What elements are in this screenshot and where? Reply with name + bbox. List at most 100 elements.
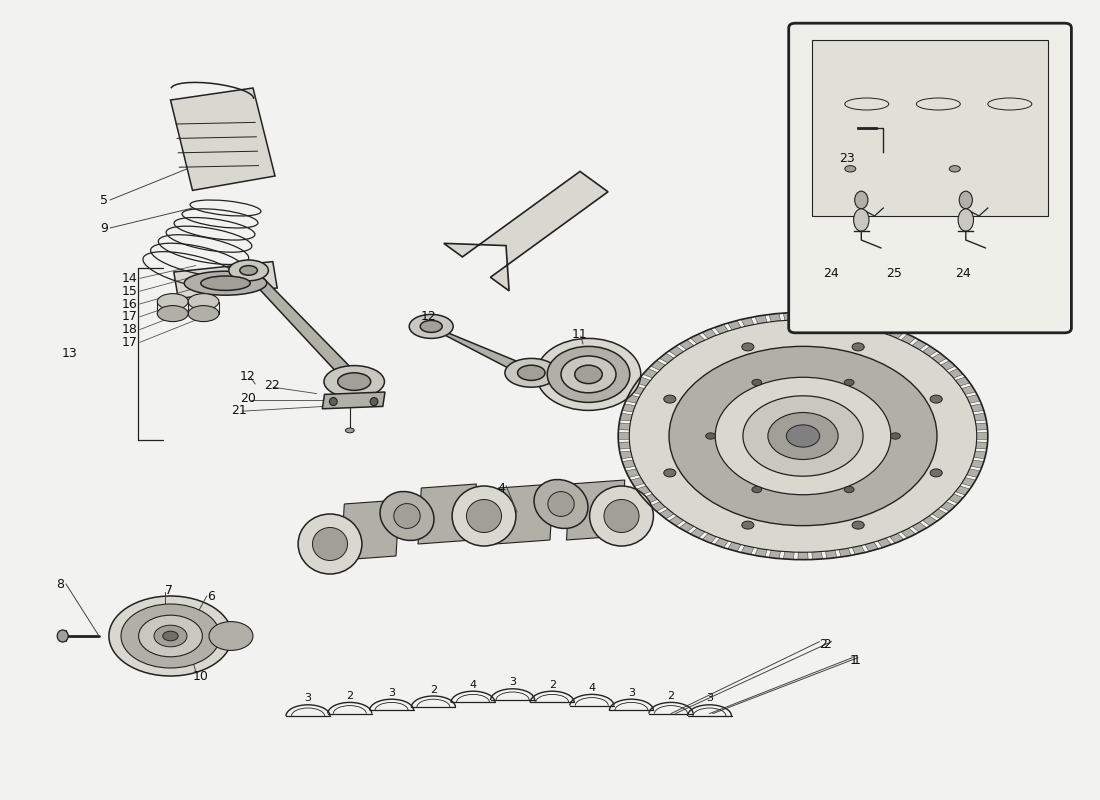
- Polygon shape: [322, 392, 385, 409]
- Polygon shape: [755, 548, 767, 557]
- Ellipse shape: [121, 604, 220, 668]
- Ellipse shape: [229, 260, 268, 281]
- Polygon shape: [424, 324, 539, 376]
- Polygon shape: [865, 321, 879, 330]
- Ellipse shape: [855, 191, 868, 209]
- Polygon shape: [623, 460, 636, 468]
- Polygon shape: [852, 546, 865, 554]
- Polygon shape: [636, 486, 650, 495]
- Polygon shape: [812, 313, 823, 321]
- Text: 14: 14: [122, 272, 138, 285]
- Ellipse shape: [845, 379, 855, 386]
- Polygon shape: [626, 469, 639, 478]
- Polygon shape: [630, 478, 645, 486]
- Polygon shape: [650, 502, 666, 511]
- Polygon shape: [976, 423, 988, 430]
- Polygon shape: [642, 494, 658, 503]
- Polygon shape: [691, 334, 705, 344]
- Ellipse shape: [931, 395, 943, 403]
- Polygon shape: [932, 353, 947, 363]
- Text: 2: 2: [820, 638, 827, 650]
- Ellipse shape: [742, 396, 864, 476]
- Text: 3: 3: [706, 694, 713, 703]
- Polygon shape: [890, 329, 904, 338]
- Ellipse shape: [669, 346, 937, 526]
- Polygon shape: [977, 433, 988, 439]
- Text: 2: 2: [668, 691, 674, 701]
- Ellipse shape: [209, 622, 253, 650]
- Polygon shape: [741, 318, 754, 326]
- Text: 4: 4: [588, 683, 595, 693]
- Polygon shape: [741, 546, 754, 554]
- Ellipse shape: [751, 379, 761, 386]
- Ellipse shape: [741, 521, 754, 529]
- Polygon shape: [948, 369, 964, 378]
- Ellipse shape: [157, 306, 188, 322]
- Polygon shape: [839, 315, 851, 324]
- Polygon shape: [923, 346, 937, 356]
- Text: 15: 15: [122, 285, 138, 298]
- Ellipse shape: [845, 166, 856, 172]
- Text: 24: 24: [955, 267, 970, 280]
- Text: 13: 13: [62, 347, 77, 360]
- Polygon shape: [240, 268, 363, 384]
- Polygon shape: [976, 442, 988, 449]
- Polygon shape: [715, 538, 728, 548]
- Ellipse shape: [852, 343, 865, 351]
- Text: 18: 18: [122, 323, 138, 336]
- Ellipse shape: [854, 209, 869, 231]
- Ellipse shape: [890, 433, 900, 439]
- Polygon shape: [940, 361, 956, 370]
- Ellipse shape: [505, 358, 558, 387]
- Text: 6: 6: [207, 590, 215, 602]
- Ellipse shape: [200, 276, 251, 290]
- Ellipse shape: [715, 378, 891, 494]
- Polygon shape: [961, 478, 976, 486]
- Ellipse shape: [741, 343, 754, 351]
- Polygon shape: [948, 494, 964, 503]
- Ellipse shape: [330, 398, 338, 406]
- Text: 12: 12: [240, 370, 255, 382]
- Polygon shape: [783, 313, 794, 321]
- Polygon shape: [839, 548, 851, 557]
- Ellipse shape: [561, 356, 616, 393]
- Ellipse shape: [845, 486, 855, 493]
- Polygon shape: [970, 404, 983, 412]
- Ellipse shape: [370, 398, 378, 406]
- Text: 16: 16: [122, 298, 138, 310]
- Polygon shape: [974, 414, 987, 421]
- Polygon shape: [769, 314, 781, 322]
- Ellipse shape: [298, 514, 362, 574]
- Polygon shape: [961, 386, 976, 394]
- Polygon shape: [623, 404, 636, 412]
- Ellipse shape: [188, 306, 219, 322]
- Polygon shape: [852, 318, 865, 326]
- Text: 8: 8: [56, 578, 64, 590]
- Polygon shape: [798, 552, 808, 560]
- Polygon shape: [679, 340, 694, 350]
- Polygon shape: [619, 414, 632, 421]
- Polygon shape: [755, 315, 767, 324]
- Polygon shape: [912, 522, 927, 532]
- Polygon shape: [967, 394, 980, 403]
- Polygon shape: [974, 451, 987, 458]
- Polygon shape: [727, 542, 741, 551]
- Polygon shape: [170, 88, 275, 190]
- Polygon shape: [702, 329, 716, 338]
- Ellipse shape: [240, 266, 257, 275]
- Text: 5: 5: [100, 194, 108, 206]
- Polygon shape: [956, 377, 970, 386]
- Polygon shape: [783, 551, 794, 559]
- Text: 3: 3: [388, 688, 395, 698]
- Polygon shape: [825, 314, 837, 322]
- Text: 1: 1: [849, 654, 857, 666]
- Ellipse shape: [574, 365, 603, 383]
- Ellipse shape: [931, 469, 943, 477]
- Ellipse shape: [394, 504, 420, 528]
- Text: 11: 11: [572, 328, 587, 341]
- Text: 2: 2: [430, 685, 437, 694]
- Ellipse shape: [786, 425, 820, 447]
- Text: 4: 4: [470, 680, 476, 690]
- Ellipse shape: [409, 314, 453, 338]
- Ellipse shape: [706, 433, 716, 439]
